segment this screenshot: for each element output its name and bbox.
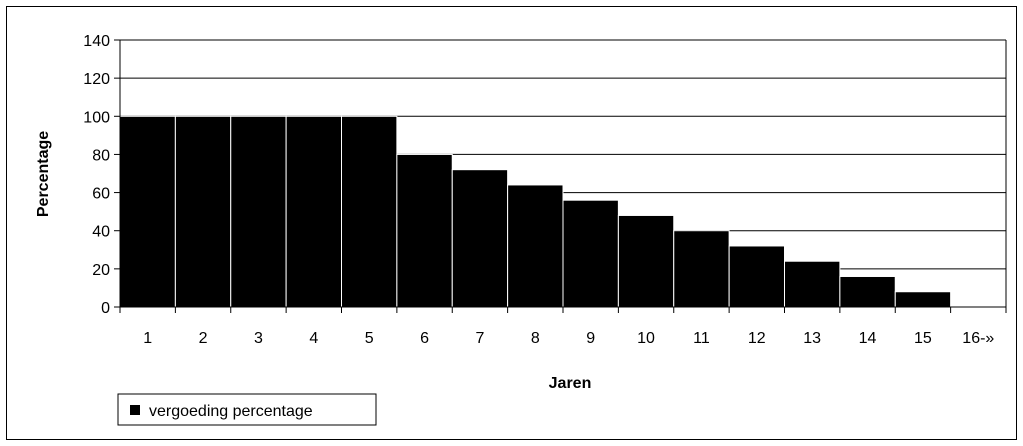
legend-label: vergoeding percentage — [149, 403, 313, 420]
x-tick-label-10: 10 — [637, 330, 655, 347]
x-tick-label-12: 12 — [748, 330, 766, 347]
bar-15 — [894, 291, 952, 308]
x-tick-label-7: 7 — [475, 330, 484, 347]
bars — [119, 115, 952, 308]
y-tick-label-120: 120 — [83, 71, 110, 88]
y-tick-label-140: 140 — [83, 33, 110, 50]
x-tick-label-5: 5 — [365, 330, 374, 347]
y-tick-label-80: 80 — [92, 147, 110, 164]
bar-14 — [839, 275, 896, 308]
x-tick-label-1: 1 — [143, 330, 152, 347]
bar-13 — [784, 260, 841, 308]
legend-box — [117, 393, 377, 426]
bar-1 — [119, 115, 176, 308]
x-tick-label-3: 3 — [254, 330, 263, 347]
x-tick-label-16-»: 16-» — [962, 330, 994, 347]
x-tick-label-6: 6 — [420, 330, 429, 347]
x-tick-labels: 1 2 3 4 5 6 7 8 9 10 11 12 13 14 15 16-» — [143, 330, 994, 347]
bar-9 — [562, 199, 619, 308]
x-tick-label-2: 2 — [199, 330, 208, 347]
y-tick-label-60: 60 — [92, 186, 110, 203]
x-axis-title: Jaren — [549, 375, 592, 392]
bar-2 — [174, 115, 232, 308]
y-tick-label-100: 100 — [83, 109, 110, 126]
x-tick-label-15: 15 — [914, 330, 932, 347]
bar-4 — [285, 115, 342, 308]
bar-5 — [341, 115, 398, 308]
bar-7 — [451, 169, 509, 308]
legend-swatch — [130, 405, 140, 415]
y-axis-title: Percentage — [35, 131, 52, 217]
axes — [114, 39, 1007, 313]
y-tick-labels: 0 20 40 60 80 100 120 140 — [83, 33, 110, 317]
bar-8 — [507, 184, 564, 308]
x-tick-label-8: 8 — [531, 330, 540, 347]
bar-3 — [230, 115, 287, 308]
x-tick-label-14: 14 — [859, 330, 877, 347]
bar-12 — [728, 245, 785, 308]
bar-10 — [617, 214, 675, 308]
x-tick-label-9: 9 — [586, 330, 595, 347]
legend: vergoeding percentage — [117, 393, 377, 426]
y-tick-label-0: 0 — [101, 300, 110, 317]
x-tick-label-11: 11 — [693, 330, 710, 347]
y-tick-label-40: 40 — [92, 224, 110, 241]
x-tick-label-4: 4 — [309, 330, 318, 347]
bar-11 — [673, 230, 730, 308]
x-tick-label-13: 13 — [803, 330, 821, 347]
y-tick-label-20: 20 — [92, 262, 110, 279]
bar-6 — [396, 153, 453, 308]
